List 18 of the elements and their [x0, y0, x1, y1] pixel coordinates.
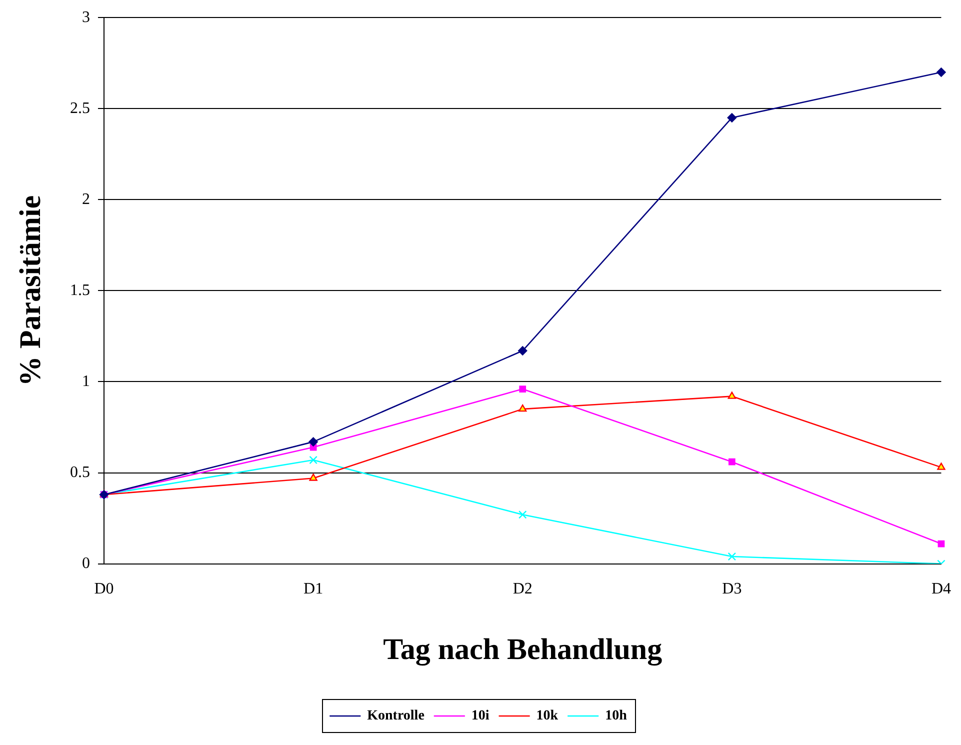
x-tick-label: D0: [94, 580, 114, 598]
y-axis-title: % Parasitämie: [14, 195, 47, 386]
x-tick-label: D1: [304, 580, 324, 598]
x-tick-label: D2: [512, 580, 532, 598]
legend-label: Kontrolle: [367, 708, 424, 724]
y-tick-label: 2.5: [70, 100, 90, 117]
legend-label: 10h: [605, 708, 628, 724]
y-tick-label: 1.5: [70, 282, 90, 299]
y-tick-label: 3: [82, 8, 90, 26]
y-tick-label: 2: [82, 190, 90, 208]
y-tick-label: 0: [82, 555, 90, 572]
y-tick-label: 1: [82, 372, 90, 390]
y-tick-label: 0.5: [70, 464, 90, 481]
x-axis-title: Tag nach Behandlung: [383, 632, 662, 666]
x-tick-label: D3: [722, 580, 742, 598]
legend-label: 10k: [536, 708, 558, 724]
x-tick-label: D4: [931, 580, 952, 598]
legend-label: 10i: [471, 708, 490, 724]
